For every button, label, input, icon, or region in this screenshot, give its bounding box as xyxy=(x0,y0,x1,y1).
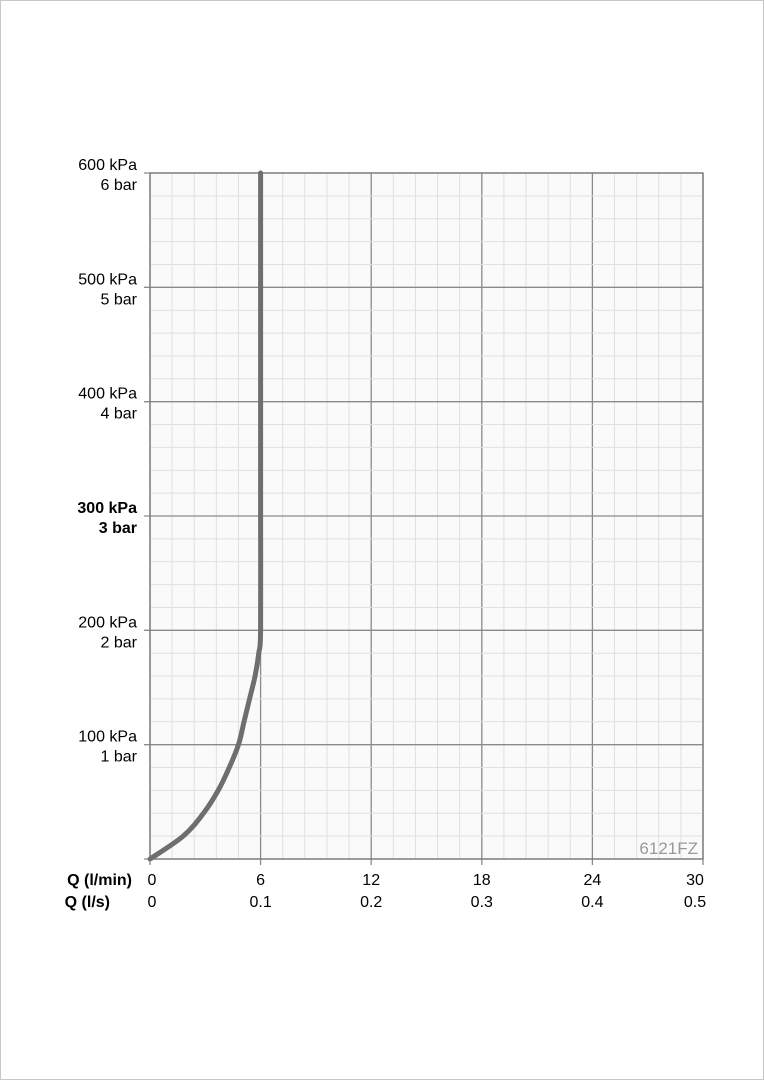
series-line xyxy=(147,170,264,862)
y-tick-label-bar: 3 bar xyxy=(99,520,137,537)
y-tick-label-kpa: 400 kPa xyxy=(78,386,137,403)
x-tick-label-lmin: 0 xyxy=(148,872,157,889)
x-tick-label-lmin: 18 xyxy=(473,872,491,889)
y-tick-label-bar: 5 bar xyxy=(101,291,138,308)
x-tick-label-lmin: 6 xyxy=(256,872,265,889)
x-tick-label-lmin: 30 xyxy=(686,872,704,889)
x-axis-label-lmin: Q (l/min) xyxy=(67,872,132,889)
x-tick-label-ls: 0.3 xyxy=(471,894,493,911)
x-tick-label-ls: 0.2 xyxy=(360,894,382,911)
x-tick-label-lmin: 24 xyxy=(584,872,602,889)
y-tick-label-bar: 6 bar xyxy=(101,177,138,194)
x-tick-label-ls: 0.4 xyxy=(581,894,603,911)
x-tick-label-ls: 0.1 xyxy=(249,894,271,911)
x-tick-label-ls: 0.5 xyxy=(684,894,706,911)
x-tick-label-ls: 0 xyxy=(148,894,157,911)
y-tick-label-kpa: 300 kPa xyxy=(77,500,137,517)
plot-border xyxy=(149,172,704,860)
y-tick-label-bar: 2 bar xyxy=(101,634,138,651)
y-tick-label-bar: 1 bar xyxy=(101,749,138,766)
x-axis-label-ls: Q (l/s) xyxy=(65,894,110,911)
y-tick-label-kpa: 500 kPa xyxy=(78,271,137,288)
y-tick-label-kpa: 200 kPa xyxy=(78,614,137,631)
x-tick-label-lmin: 12 xyxy=(362,872,380,889)
y-tick-label-bar: 4 bar xyxy=(101,406,138,423)
y-tick-label-kpa: 600 kPa xyxy=(78,157,137,174)
y-tick-label-kpa: 100 kPa xyxy=(78,729,137,746)
watermark-label: 6121FZ xyxy=(639,839,698,858)
